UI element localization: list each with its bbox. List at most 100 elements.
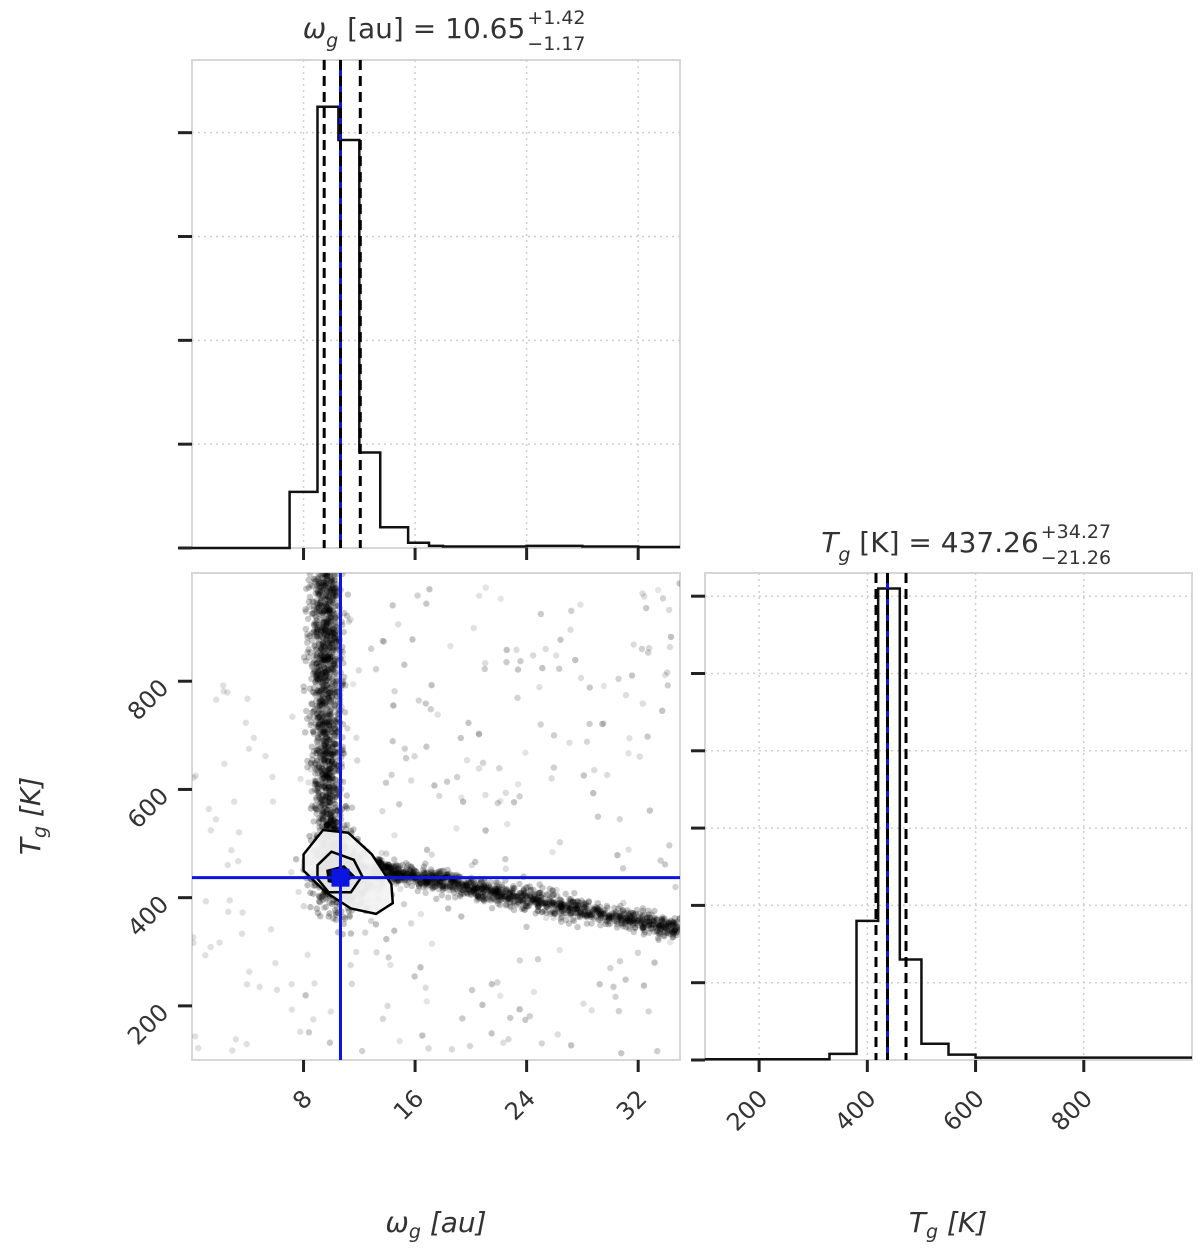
- scatter-point: [490, 895, 497, 902]
- scatter-point: [583, 920, 591, 927]
- scatter-point: [315, 720, 323, 728]
- scatter-point: [310, 708, 317, 715]
- scatter-point: [316, 683, 323, 691]
- scatter-point: [548, 893, 556, 900]
- scatter-point: [327, 798, 334, 806]
- scatter-point: [661, 933, 668, 940]
- scatter-point: [310, 714, 317, 721]
- scatter-point: [641, 921, 648, 928]
- scatter-point: [590, 789, 597, 797]
- scatter-point: [672, 923, 680, 931]
- scatter-point: [319, 720, 327, 727]
- scatter-point: [646, 918, 653, 926]
- scatter-point: [608, 910, 616, 917]
- scatter-point: [326, 619, 333, 626]
- scatter-point: [304, 763, 311, 771]
- scatter-point: [439, 883, 447, 890]
- scatter-point: [398, 869, 405, 876]
- scatter-point: [329, 677, 337, 684]
- scatter-point: [502, 789, 510, 797]
- scatter-point: [333, 819, 340, 826]
- scatter-point: [479, 890, 487, 897]
- scatter-point: [323, 705, 330, 712]
- scatter-point: [448, 884, 455, 891]
- scatter-point: [315, 640, 322, 647]
- scatter-point: [328, 735, 336, 743]
- scatter-point: [614, 851, 621, 859]
- scatter-point: [307, 903, 314, 911]
- scatter-point: [333, 573, 340, 578]
- scatter-point: [448, 879, 455, 886]
- scatter-point: [324, 718, 331, 726]
- scatter-point: [523, 923, 530, 931]
- scatter-point: [317, 718, 324, 726]
- scatter-point: [327, 588, 334, 595]
- scatter-point: [331, 573, 338, 580]
- y-axis-label-temperature: Tg [K]: [14, 777, 51, 855]
- scatter-point: [584, 912, 591, 919]
- scatter-point: [425, 881, 432, 889]
- scatter-point: [531, 892, 538, 899]
- scatter-ytick-label: 200: [122, 998, 174, 1050]
- scatter-point: [323, 695, 331, 702]
- scatter-point: [312, 779, 320, 787]
- scatter-point: [494, 979, 501, 986]
- scatter-point: [319, 668, 326, 676]
- scatter-point: [550, 910, 557, 917]
- scatter-point: [320, 662, 327, 669]
- scatter-point: [639, 700, 646, 707]
- scatter-point: [333, 650, 340, 657]
- scatter-point: [317, 599, 324, 606]
- scatter-point: [422, 880, 430, 887]
- scatter-point: [313, 676, 320, 684]
- scatter-point: [607, 915, 614, 922]
- scatter-point: [303, 707, 310, 715]
- scatter-point: [323, 767, 330, 775]
- scatter-point: [436, 882, 444, 889]
- scatter-point: [326, 606, 334, 614]
- scatter-point: [632, 924, 639, 931]
- scatter-point: [319, 700, 327, 707]
- scatter-point: [317, 667, 324, 674]
- scatter-point: [497, 891, 505, 898]
- scatter-point: [311, 765, 319, 772]
- scatter-point: [578, 911, 586, 918]
- scatter-point: [568, 607, 575, 615]
- scatter-point: [321, 742, 328, 750]
- scatter-point: [316, 610, 323, 618]
- scatter-point: [333, 643, 341, 650]
- scatter-point: [325, 757, 332, 765]
- scatter-point: [389, 868, 396, 875]
- scatter-point: [333, 786, 340, 793]
- title-plus-error: +34.27: [1041, 521, 1111, 543]
- scatter-point: [314, 734, 322, 742]
- scatter-point: [331, 804, 338, 811]
- scatter-point: [333, 732, 340, 740]
- scatter-point: [317, 767, 324, 775]
- scatter-point: [322, 656, 330, 663]
- scatter-point: [305, 646, 312, 653]
- scatter-point: [314, 764, 321, 771]
- scatter-point: [324, 653, 331, 660]
- scatter-point: [330, 643, 337, 651]
- scatter-point: [326, 817, 333, 825]
- scatter-point: [558, 898, 565, 905]
- scatter-point: [318, 764, 325, 771]
- scatter-point: [496, 888, 503, 896]
- scatter-point: [321, 700, 329, 707]
- scatter-point: [321, 618, 329, 625]
- scatter-point: [344, 821, 351, 829]
- scatter-point: [645, 922, 652, 929]
- scatter-point: [313, 675, 320, 682]
- scatter-point: [669, 920, 676, 928]
- scatter-point: [615, 1007, 623, 1015]
- scatter-point: [548, 902, 555, 909]
- scatter-point: [630, 911, 637, 919]
- scatter-point: [327, 632, 335, 639]
- scatter-point: [318, 702, 326, 709]
- scatter-point: [463, 881, 470, 889]
- scatter-point: [324, 768, 331, 775]
- scatter-point: [467, 890, 474, 897]
- scatter-point: [318, 679, 325, 686]
- scatter-point: [327, 606, 334, 614]
